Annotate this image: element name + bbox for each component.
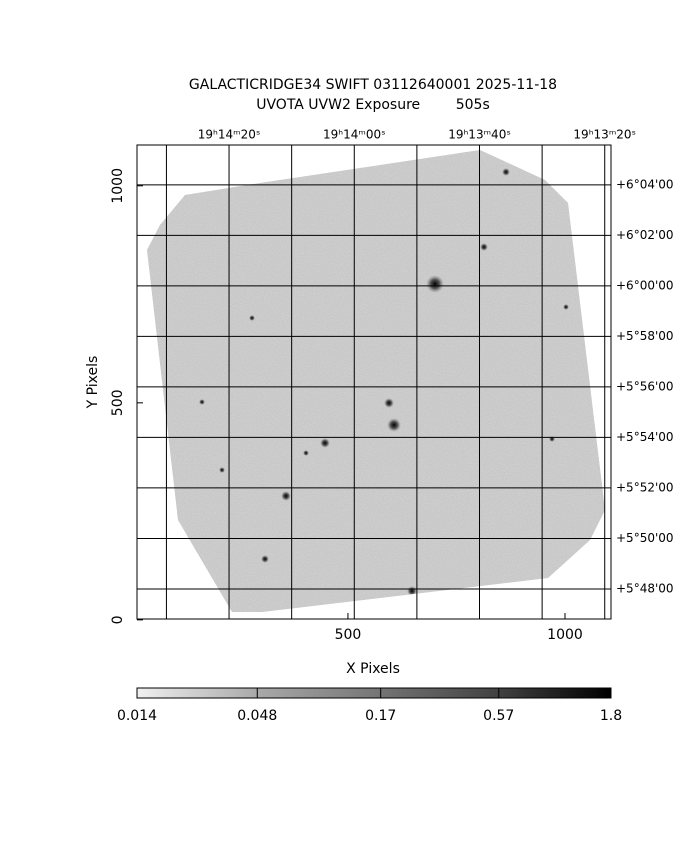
- y-axis-label: Y Pixels: [85, 356, 101, 410]
- x-tick-label: 500: [335, 627, 362, 643]
- ra-tick-label: 19ʰ14ᵐ20ˢ: [198, 128, 261, 142]
- colorbar-tick-label: 0.014: [117, 708, 157, 724]
- dec-tick-label: +5°58'00: [616, 329, 674, 343]
- dec-tick-label: +5°52'00: [616, 480, 674, 494]
- x-tick-label: 1000: [547, 627, 583, 643]
- chart-title: GALACTICRIDGE34 SWIFT 03112640001 2025-1…: [189, 77, 557, 93]
- x-axis-label: X Pixels: [346, 661, 400, 677]
- colorbar-tick-label: 0.17: [365, 708, 396, 724]
- ra-tick-label: 19ʰ13ᵐ40ˢ: [448, 128, 511, 142]
- dec-tick-label: +5°56'00: [616, 379, 674, 393]
- sky-image: [147, 150, 605, 612]
- dec-tick-label: +6°00'00: [616, 278, 674, 292]
- colorbar-tick-label: 1.8: [600, 708, 622, 724]
- dec-tick-label: +5°48'00: [616, 581, 674, 595]
- y-tick-label: 0: [110, 615, 126, 624]
- dec-tick-label: +5°54'00: [616, 430, 674, 444]
- plot-frame: [136, 144, 612, 620]
- chart-subtitle: UVOTA UVW2 Exposure 505s: [256, 97, 490, 113]
- ra-tick-label: 19ʰ14ᵐ00ˢ: [323, 128, 386, 142]
- dec-tick-label: +6°02'00: [616, 228, 674, 242]
- ra-tick-label: 19ʰ13ᵐ20ˢ: [573, 128, 636, 142]
- colorbar: [136, 687, 612, 699]
- y-tick-label: 500: [110, 389, 126, 416]
- dec-tick-label: +6°04'00: [616, 177, 674, 191]
- colorbar-tick-label: 0.57: [483, 708, 514, 724]
- colorbar-tick-label: 0.048: [237, 708, 277, 724]
- dec-tick-label: +5°50'00: [616, 531, 674, 545]
- y-tick-label: 1000: [110, 168, 126, 204]
